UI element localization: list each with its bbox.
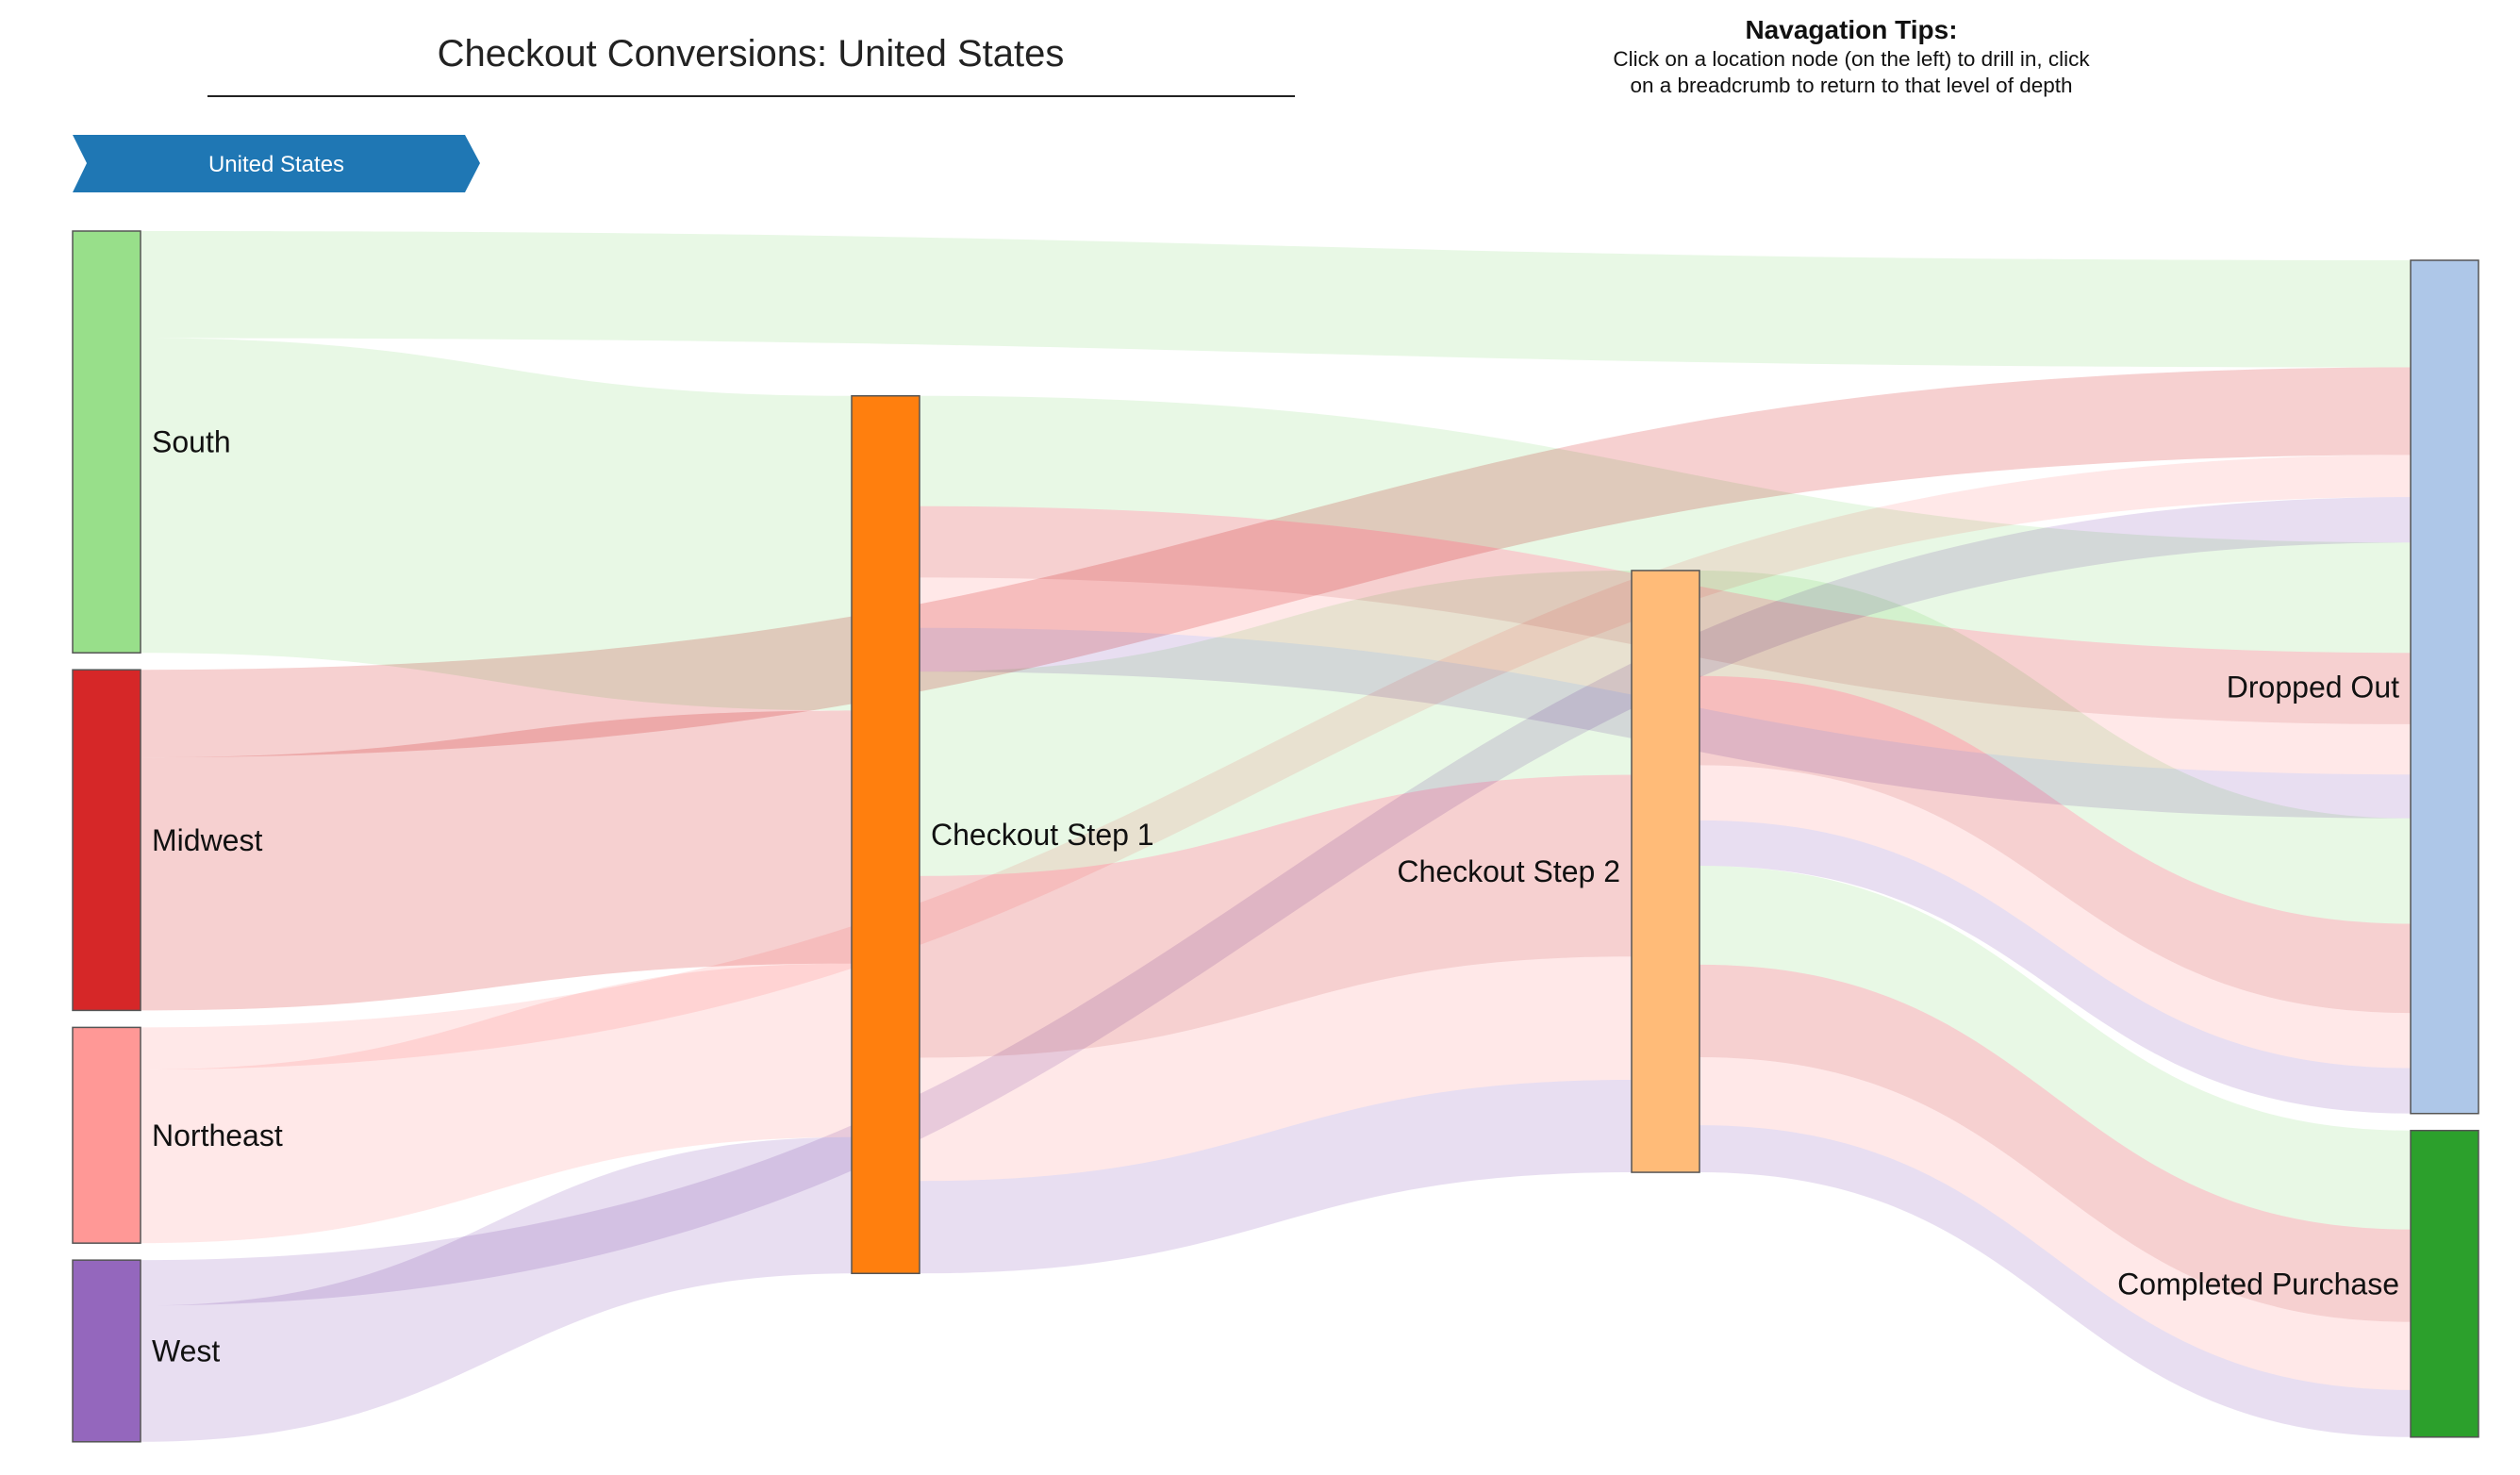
node-label-step2: Checkout Step 2 bbox=[1397, 854, 1620, 888]
flow-step2-to-dropped-northeast bbox=[1699, 765, 2411, 1069]
node-west[interactable] bbox=[72, 1259, 141, 1443]
flow-step2-to-dropped-midwest bbox=[1699, 675, 2411, 1014]
flow-south-to-step1-south bbox=[141, 338, 852, 711]
page-title: Checkout Conversions: United States bbox=[438, 33, 1065, 75]
flow-step1-to-step2-south bbox=[920, 570, 1632, 876]
flow-step1-to-dropped-south bbox=[920, 395, 2411, 654]
node-dropped bbox=[2410, 259, 2479, 1115]
flow-step1-to-step2-west bbox=[920, 1080, 1632, 1274]
node-northeast[interactable] bbox=[72, 1026, 141, 1244]
node-completed bbox=[2410, 1129, 2479, 1438]
flow-west-to-step1-west bbox=[141, 1136, 852, 1442]
node-step2 bbox=[1631, 570, 1700, 1173]
breadcrumb[interactable]: United States bbox=[73, 135, 480, 192]
node-label-midwest[interactable]: Midwest bbox=[152, 823, 262, 857]
breadcrumb-item-shape[interactable] bbox=[73, 135, 480, 192]
nodes-layer bbox=[72, 230, 2479, 1443]
flow-step2-to-completed-midwest bbox=[1699, 964, 2411, 1322]
tips-line-1: Click on a location node (on the left) t… bbox=[1613, 47, 2090, 71]
node-label-step1: Checkout Step 1 bbox=[931, 818, 1154, 852]
node-label-dropped: Dropped Out bbox=[2227, 670, 2399, 704]
flow-midwest-to-step1-midwest bbox=[141, 710, 852, 1011]
node-midwest[interactable] bbox=[72, 669, 141, 1012]
flow-south-to-dropped-south bbox=[141, 231, 2411, 368]
links-layer bbox=[141, 231, 2411, 1442]
labels-layer: South Midwest Northeast West Checkout Step 1… bbox=[152, 425, 2399, 1368]
flow-step1-to-step2-northeast bbox=[920, 956, 1632, 1182]
flow-step2-to-completed-south bbox=[1699, 865, 2411, 1230]
node-south[interactable] bbox=[72, 230, 141, 654]
node-label-south[interactable]: South bbox=[152, 425, 231, 459]
tips-heading: Navagation Tips: bbox=[1745, 15, 1957, 44]
node-label-completed: Completed Purchase bbox=[2117, 1267, 2399, 1301]
node-step1 bbox=[851, 394, 920, 1275]
flow-step2-to-completed-northeast bbox=[1699, 1056, 2411, 1390]
breadcrumb-item-label[interactable]: United States bbox=[208, 152, 344, 177]
node-label-northeast[interactable]: Northeast bbox=[152, 1119, 283, 1152]
flow-step2-to-dropped-south bbox=[1699, 570, 2411, 924]
tips-line-2: on a breadcrumb to return to that level … bbox=[1630, 74, 2072, 97]
flow-step1-to-step2-midwest bbox=[920, 774, 1632, 1058]
node-label-west[interactable]: West bbox=[152, 1334, 220, 1367]
flow-step2-to-dropped-west bbox=[1699, 820, 2411, 1114]
flow-northeast-to-step1-northeast bbox=[141, 963, 852, 1244]
flow-step2-to-completed-west bbox=[1699, 1125, 2411, 1437]
